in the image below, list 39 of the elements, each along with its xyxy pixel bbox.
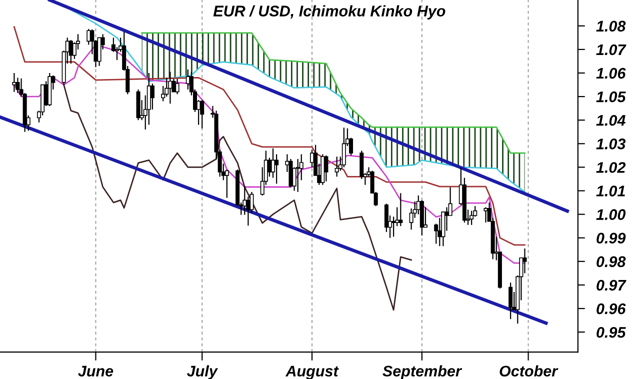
candlestick <box>470 210 474 226</box>
candlestick <box>522 248 527 274</box>
y-tick-label: 0.96 <box>596 303 626 314</box>
candlestick <box>150 83 154 110</box>
candlestick <box>200 100 204 129</box>
candlestick <box>146 72 151 126</box>
y-tick-label: 1.03 <box>596 138 626 150</box>
candlestick <box>324 154 328 182</box>
candlestick <box>16 77 20 94</box>
y-tick-label: 0.99 <box>596 232 626 244</box>
candlestick <box>186 68 190 90</box>
line-series <box>141 32 526 154</box>
y-tick-label: 0.97 <box>596 280 626 291</box>
y-tick-label: 0.95 <box>596 326 626 338</box>
x-tick-label: October <box>500 365 558 377</box>
candlestick <box>484 206 488 224</box>
candlestick <box>68 39 73 64</box>
y-tick-label: 1.07 <box>596 44 626 56</box>
candlestick <box>334 156 339 178</box>
y-tick-label: 1.04 <box>596 114 626 126</box>
line-series <box>63 84 412 311</box>
y-tick-label: 1.02 <box>596 162 626 173</box>
candlestick <box>508 282 513 320</box>
y-tick-label: 0.98 <box>596 256 626 268</box>
y-tick-label: 1.01 <box>596 186 625 196</box>
y-tick-label: 1.08 <box>596 20 626 32</box>
candlestick <box>175 78 180 95</box>
line-series <box>13 26 526 246</box>
y-tick-label: 1.05 <box>596 91 626 102</box>
candlestick <box>274 154 279 184</box>
candlestick <box>97 37 102 66</box>
candlestick <box>296 158 300 192</box>
chart-title: EUR / USD, Ichimoku Kinko Hyo <box>213 5 446 20</box>
candlestick <box>392 216 396 238</box>
y-tick-label: 1.06 <box>596 68 626 79</box>
candlestick <box>342 127 346 168</box>
x-tick-label: June <box>78 366 114 377</box>
y-tick-label: 1.00 <box>596 209 626 220</box>
candlestick <box>398 192 403 227</box>
